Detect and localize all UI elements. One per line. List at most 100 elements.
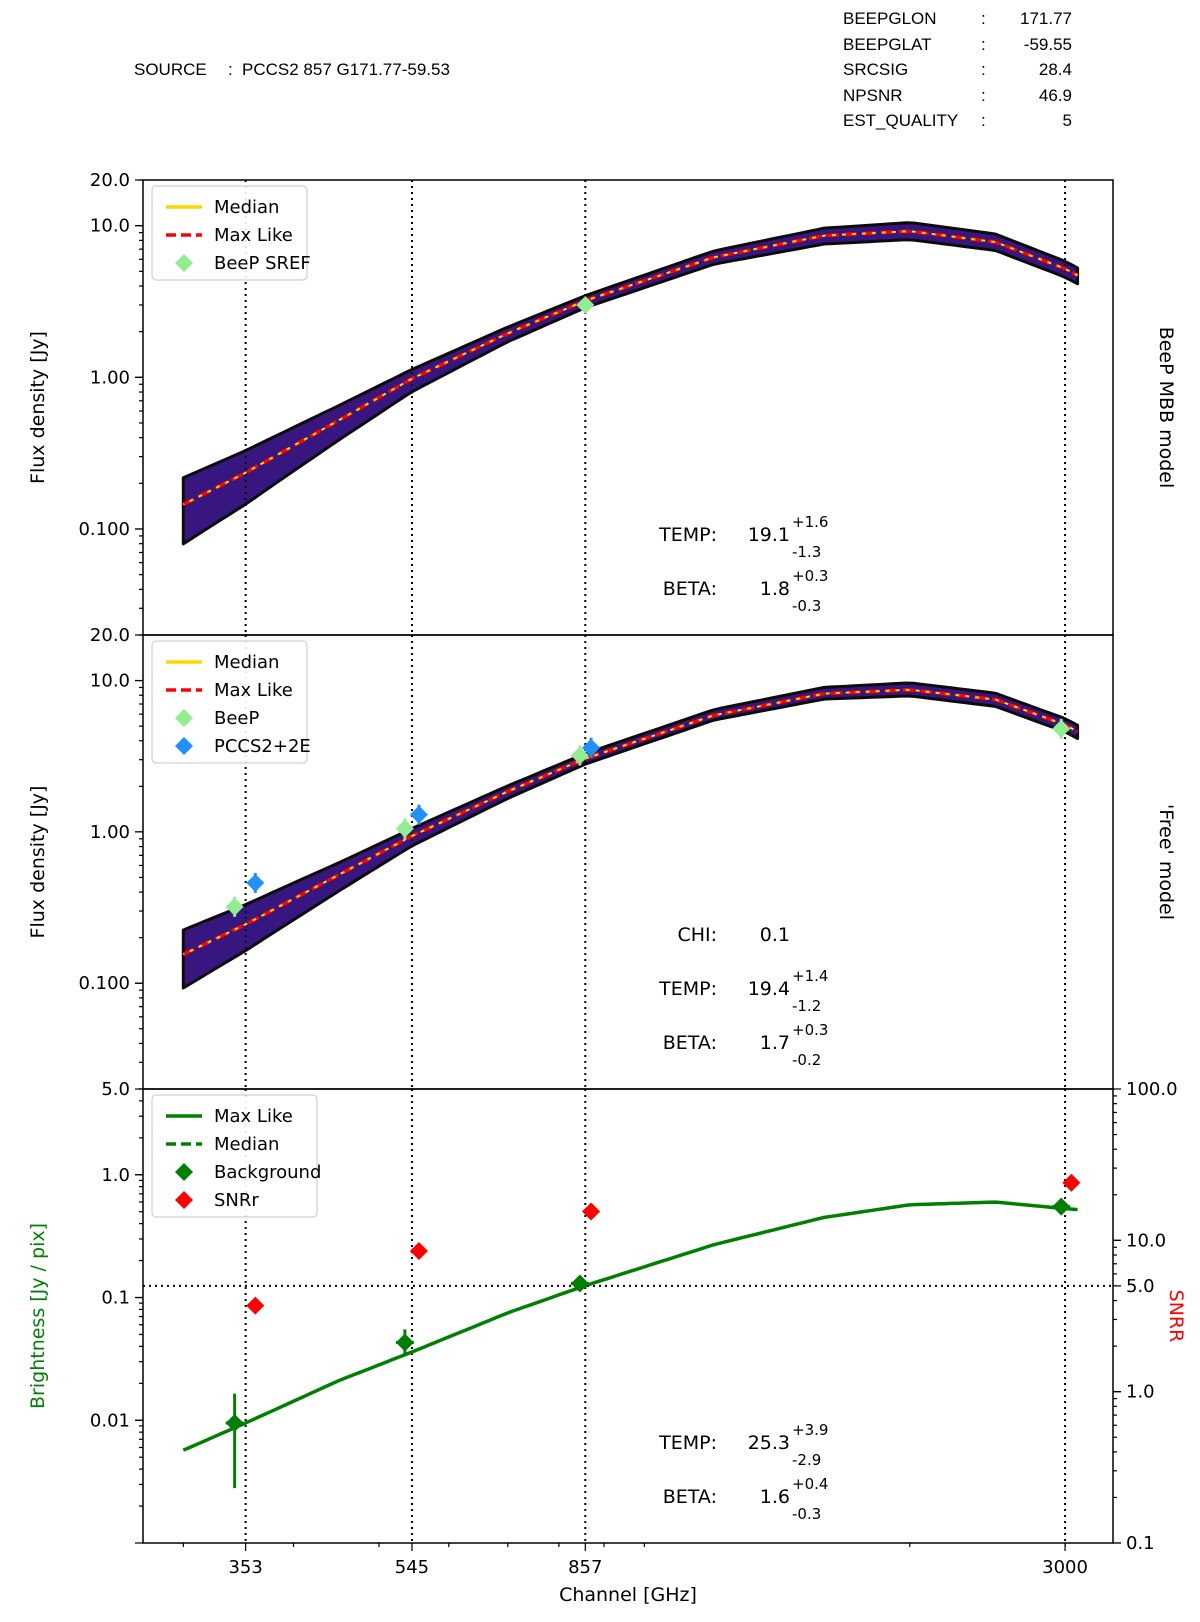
x-axis-label: Channel [GHz]: [559, 1584, 697, 1606]
stat-value: 19.4: [748, 978, 790, 1000]
stat-value: 1.6: [760, 1486, 790, 1508]
legend-label: BeeP SREF: [214, 253, 311, 274]
stat-chi: CHI: 0.1: [677, 924, 790, 946]
field-sep-npsnr: :: [981, 86, 986, 105]
field-value-beepglon: 171.77: [1020, 9, 1072, 28]
legend-middle: Median Max Like BeeP PCCS2+2E: [151, 640, 311, 764]
legend-marker: [175, 254, 193, 272]
plot-area-bottom: [143, 1089, 1113, 1543]
stat-beta: BETA: 1.8+0.3 -0.3: [663, 567, 829, 615]
beep-point: [395, 819, 414, 838]
stat-label: BETA:: [663, 578, 717, 600]
snr-point: [246, 1296, 265, 1315]
beep-point: [576, 295, 595, 314]
pccs-point: [582, 738, 601, 757]
stat-minus: -1.3: [792, 543, 821, 561]
legend-box: [151, 640, 308, 764]
y-tick-label: 20.0: [90, 625, 130, 646]
pccs-point: [246, 873, 265, 892]
legend-label: Median: [214, 1134, 279, 1155]
y-tick-label: 1.0: [101, 1165, 130, 1186]
legend-label: Background: [214, 1162, 321, 1183]
legend-box: [151, 185, 308, 281]
snr-point: [582, 1202, 601, 1221]
x-tick-label: 3000: [1042, 1557, 1088, 1578]
legend-marker: [175, 1163, 193, 1181]
snr-point: [1062, 1173, 1081, 1192]
legend-top: Median Max Like BeeP SREF: [151, 185, 311, 281]
background-point: [225, 1413, 244, 1432]
stat-temp: TEMP: 25.3+3.9 -2.9: [658, 1421, 828, 1469]
median-curve: [182, 688, 1079, 956]
legend-marker: [175, 709, 193, 727]
x-tick-label: 857: [568, 1557, 602, 1578]
stat-plus: +1.4: [792, 967, 828, 985]
y-tick-label: 0.100: [78, 973, 130, 994]
stat-label: TEMP:: [658, 524, 717, 546]
stat-label: TEMP:: [658, 1432, 717, 1454]
y-tick-label: 1.00: [90, 367, 130, 388]
y2-tick-label: 100.0: [1126, 1079, 1178, 1100]
field-value-npsnr: 46.9: [1038, 86, 1072, 105]
stat-temp: TEMP: 19.1+1.6 -1.3: [658, 513, 828, 561]
stat-plus: +0.3: [792, 1021, 828, 1039]
legend-label: Max Like: [214, 1106, 293, 1127]
y-tick-label: 1.00: [90, 822, 130, 843]
field-key-srcsig: SRCSIG: [843, 60, 909, 79]
field-key-beepglat: BEEPGLAT: [843, 35, 932, 54]
background-point: [570, 1274, 589, 1293]
source-label: SOURCE: [134, 60, 207, 79]
y-axis-label: Flux density [Jy]: [27, 331, 49, 484]
posterior-band: [181, 221, 1080, 546]
stat-minus: -0.3: [792, 597, 821, 615]
field-value-srcsig: 28.4: [1038, 60, 1072, 79]
field-value-est-quality: 5: [1062, 111, 1072, 130]
y2-tick-label: 10.0: [1126, 1230, 1166, 1251]
legend-label: Median: [214, 652, 279, 673]
y-tick-label: 10.0: [90, 216, 130, 237]
y-tick-label: 0.01: [90, 1410, 130, 1431]
stat-plus: +3.9: [792, 1421, 828, 1439]
legend-label: BeeP: [214, 708, 259, 729]
y-tick-label: 20.0: [90, 170, 130, 191]
y-tick-label: 0.1: [101, 1288, 130, 1309]
stat-beta: BETA: 1.6+0.4 -0.3: [663, 1475, 829, 1523]
median-curve: [182, 230, 1079, 506]
y-axis-label: Flux density [Jy]: [27, 786, 49, 939]
y2-axis-label: SNRR: [1165, 1290, 1187, 1343]
beep-point: [570, 746, 589, 765]
y2-tick-label: 5.0: [1126, 1276, 1155, 1297]
beep-point: [225, 897, 244, 916]
max-like-curve: [182, 688, 1079, 956]
pccs-point: [409, 805, 428, 824]
plot-area-middle: [181, 635, 1080, 1089]
side-label: 'Free' model: [1155, 804, 1177, 920]
y-tick-label: 5.0: [101, 1079, 130, 1100]
x-tick-label: 353: [228, 1557, 262, 1578]
legend-box: [151, 1094, 318, 1218]
x-tick-label: 545: [395, 1557, 429, 1578]
stat-value: 1.8: [760, 578, 790, 600]
max-like-curve: [182, 229, 1079, 507]
field-sep-beepglon: :: [981, 9, 986, 28]
stat-value: 25.3: [748, 1432, 790, 1454]
y2-tick-label: 0.1: [1126, 1533, 1155, 1554]
stat-label: CHI:: [677, 924, 717, 946]
field-key-est-quality: EST_QUALITY: [843, 111, 959, 130]
field-sep-est-quality: :: [981, 111, 986, 130]
y-tick-label: 0.100: [78, 519, 130, 540]
y-axis-label: Brightness [Jy / pix]: [27, 1223, 49, 1409]
source-separator: :: [228, 60, 233, 79]
side-label: BeeP MBB model: [1155, 327, 1177, 489]
stat-plus: +0.4: [792, 1475, 828, 1493]
panel-bottom: 5.0 1.0 0.1 0.01 Brightness [Jy / pix] 100.0 1…: [27, 1079, 1187, 1606]
y-tick-label: 10.0: [90, 671, 130, 692]
background-point: [395, 1333, 414, 1352]
stat-label: BETA:: [663, 1486, 717, 1508]
stat-label: BETA:: [663, 1032, 717, 1054]
stat-minus: -2.9: [792, 1451, 821, 1469]
field-key-beepglon: BEEPGLON: [843, 9, 937, 28]
stat-value: 1.7: [760, 1032, 790, 1054]
panel-top: 20.0 10.0 1.00 0.100 Flux density [Jy] BeeP M…: [27, 170, 1177, 636]
stat-minus: -1.2: [792, 997, 821, 1015]
